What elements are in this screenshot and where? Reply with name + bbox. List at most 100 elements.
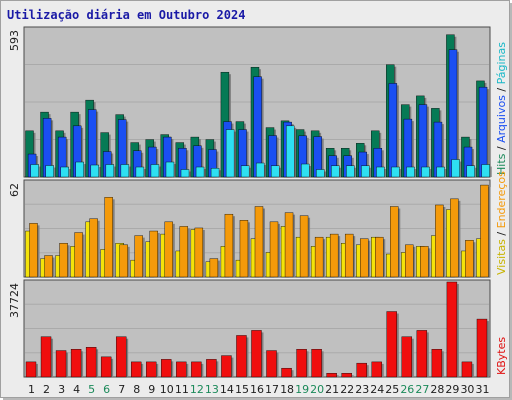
bar-páginas-day-6: [105, 164, 115, 178]
bar-kbytes-day-31: [476, 318, 488, 378]
bar-endereços-day-14: [224, 213, 234, 278]
bar-endereços-day-20: [314, 236, 324, 278]
x-tick-label-day-25: 25: [385, 383, 399, 396]
bar-endereços-day-9: [149, 230, 158, 278]
bar-kbytes-day-18: [281, 367, 292, 378]
legend-páginas: Páginas: [495, 42, 508, 85]
bar-kbytes-day-5: [85, 347, 97, 378]
bar-kbytes-day-25: [386, 311, 397, 378]
bar-arquivos-day-29: [448, 49, 458, 178]
bar-páginas-day-9: [150, 164, 160, 178]
bar-páginas-day-31: [481, 164, 490, 178]
y-max-label-hits: 593: [8, 30, 21, 51]
x-tick-label-day-7: 7: [118, 383, 125, 396]
bar-páginas-day-2: [45, 165, 54, 178]
bar-endereços-day-7: [119, 244, 128, 278]
bar-páginas-day-18: [286, 125, 295, 178]
x-tick-label-day-20: 20: [310, 383, 324, 396]
bar-páginas-day-30: [466, 165, 475, 178]
bar-páginas-day-17: [271, 165, 280, 178]
bar-endereços-day-3: [59, 243, 68, 278]
bar-endereços-day-27: [420, 246, 429, 278]
legend-arquivos: Arquivos: [495, 95, 508, 143]
bar-endereços-day-29: [450, 198, 459, 278]
bar-kbytes-day-4: [70, 349, 82, 378]
bar-endereços-day-6: [104, 197, 113, 278]
bar-kbytes-day-24: [371, 361, 382, 378]
x-tick-label-day-14: 14: [220, 383, 234, 396]
legend-kbytes: KBytes: [495, 337, 508, 375]
bar-kbytes-day-26: [401, 336, 413, 378]
bar-páginas-day-20: [316, 169, 325, 178]
x-tick-label-day-29: 29: [445, 383, 459, 396]
x-tick-label-day-3: 3: [58, 383, 65, 396]
bar-páginas-day-25: [391, 166, 400, 178]
x-tick-label-day-27: 27: [415, 383, 429, 396]
legend-hits-files-pages: Hits / Arquivos / Páginas: [495, 42, 508, 175]
bar-páginas-day-15: [240, 165, 250, 178]
bar-endereços-day-19: [299, 215, 309, 278]
x-tick-label-day-22: 22: [340, 383, 354, 396]
x-tick-label-day-21: 21: [325, 383, 339, 396]
bar-kbytes-day-3: [55, 350, 67, 378]
bar-kbytes-day-2: [40, 336, 52, 378]
x-tick-label-day-24: 24: [370, 383, 384, 396]
bar-páginas-day-1: [30, 164, 39, 178]
bar-kbytes-day-29: [446, 281, 458, 378]
bar-endereços-day-22: [344, 233, 354, 278]
bar-endereços-day-16: [254, 206, 264, 278]
bar-kbytes-day-10: [161, 359, 172, 378]
bar-páginas-day-21: [331, 165, 340, 178]
bar-endereços-day-10: [164, 221, 173, 278]
bar-kbytes-day-11: [176, 361, 187, 378]
legend-hits-files-pages-separator-1: /: [495, 143, 508, 154]
bar-páginas-day-29: [451, 159, 460, 178]
bar-kbytes-day-21: [326, 373, 337, 378]
bar-endereços-day-25: [390, 206, 399, 278]
bar-arquivos-day-31: [478, 86, 488, 178]
x-tick-label-day-16: 16: [250, 383, 264, 396]
bar-kbytes-day-8: [131, 361, 142, 378]
bar-endereços-day-24: [375, 236, 384, 278]
bar-páginas-day-11: [180, 169, 190, 178]
bar-endereços-day-23: [360, 238, 369, 278]
bar-kbytes-day-16: [251, 330, 262, 378]
bar-kbytes-day-30: [461, 361, 473, 378]
bar-kbytes-day-13: [206, 359, 217, 378]
bar-arquivos-day-27: [418, 104, 428, 178]
bar-páginas-day-14: [225, 129, 235, 178]
bar-kbytes-day-23: [356, 362, 367, 378]
bar-páginas-day-23: [361, 165, 370, 178]
legend-visits-sites: Visitas / Endereços: [495, 171, 508, 275]
bar-endereços-day-28: [435, 204, 444, 278]
bar-páginas-day-3: [60, 166, 69, 178]
bar-páginas-day-24: [376, 166, 385, 178]
chart-title: Utilização diária em Outubro 2024: [7, 8, 246, 22]
x-tick-label-day-1: 1: [28, 383, 35, 396]
x-tick-label-day-30: 30: [460, 383, 474, 396]
bar-páginas-day-26: [406, 166, 415, 178]
legend-visitas: Visitas: [495, 239, 508, 275]
y-max-label-visits: 62: [8, 183, 21, 197]
bar-kbytes-day-19: [296, 349, 307, 378]
bar-arquivos-day-25: [388, 83, 398, 178]
x-tick-label-day-18: 18: [280, 383, 294, 396]
bar-kbytes-day-9: [146, 361, 157, 378]
bar-endereços-day-8: [134, 235, 143, 278]
legend-visits-sites-separator-1: /: [495, 228, 508, 239]
x-tick-label-day-23: 23: [355, 383, 369, 396]
bar-endereços-day-5: [89, 218, 98, 278]
bar-endereços-day-13: [209, 258, 219, 278]
bar-endereços-day-11: [179, 226, 189, 278]
bar-kbytes-day-14: [221, 355, 232, 378]
x-tick-label-day-10: 10: [160, 383, 174, 396]
bar-kbytes-day-20: [311, 349, 322, 378]
bar-kbytes-day-12: [191, 361, 202, 378]
bar-endereços-day-1: [29, 223, 38, 278]
bar-endereços-day-30: [465, 240, 474, 278]
bar-páginas-day-10: [165, 161, 175, 178]
bar-endereços-day-17: [269, 221, 279, 278]
bar-kbytes-day-15: [236, 335, 247, 378]
bar-páginas-day-5: [90, 164, 100, 178]
